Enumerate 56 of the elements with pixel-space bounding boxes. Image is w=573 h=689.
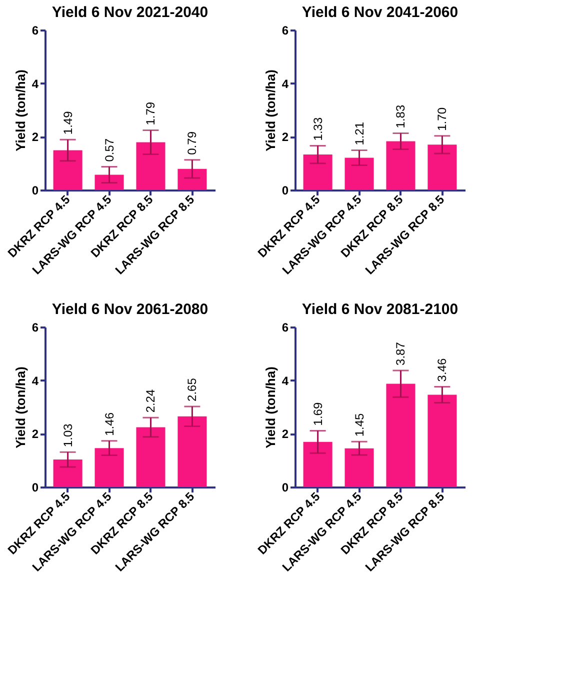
data-label: 2.24 [144,388,158,413]
data-label: 0.57 [102,138,116,162]
y-tick-label: 6 [282,320,289,334]
data-label: 1.21 [352,122,366,146]
data-label: 1.49 [60,110,75,135]
bar [428,394,457,487]
y-axis-title: Yield (ton/ha) [12,366,28,448]
y-tick-label: 4 [282,76,289,91]
bar [386,384,416,487]
y-axis-title: Yield (ton/ha) [12,70,28,152]
data-label: 1.83 [394,104,408,128]
data-label: 3.46 [435,358,450,382]
bar [53,460,82,487]
y-tick-label: 6 [282,24,289,38]
data-label: 1.33 [310,117,325,141]
y-tick-label: 2 [32,130,39,144]
bar [94,448,124,487]
bar [344,448,374,487]
chart-title: Yield 6 Nov 2041-2060 [302,4,458,21]
y-tick-label: 2 [282,427,289,442]
bar [344,158,374,190]
data-label: 1.46 [102,412,116,436]
y-tick-label: 4 [32,374,39,388]
bar [94,174,124,190]
data-label: 1.69 [310,402,325,426]
data-label: 0.79 [185,131,200,155]
bar [53,150,82,190]
y-tick-label: 4 [32,76,39,91]
y-tick-label: 0 [32,184,39,198]
y-axis-title: Yield (ton/ha) [262,366,278,448]
bar [178,416,207,487]
bar [428,144,457,190]
y-tick-label: 0 [282,480,289,494]
y-tick-label: 6 [32,24,39,38]
data-label: 1.03 [60,423,75,448]
data-label: 1.79 [144,102,158,126]
y-tick-label: 0 [282,184,289,198]
bar [303,442,332,487]
data-label: 3.87 [394,342,408,366]
y-tick-label: 2 [282,130,289,144]
y-tick-label: 4 [282,374,289,388]
data-label: 1.45 [352,412,366,437]
y-axis-title: Yield (ton/ha) [262,70,278,152]
y-tick-label: 6 [32,320,39,334]
bar [178,168,207,190]
y-tick-label: 2 [32,427,39,442]
bar [386,141,416,190]
chart-title: Yield 6 Nov 2061-2080 [52,301,208,318]
chart-title: Yield 6 Nov 2021-2040 [52,4,208,21]
y-tick-label: 0 [32,480,39,494]
bar [136,427,166,487]
bar [303,154,332,190]
chart-title: Yield 6 Nov 2081-2100 [302,301,458,318]
data-label: 2.65 [185,378,200,402]
bar [136,142,166,190]
data-label: 1.70 [435,107,450,131]
